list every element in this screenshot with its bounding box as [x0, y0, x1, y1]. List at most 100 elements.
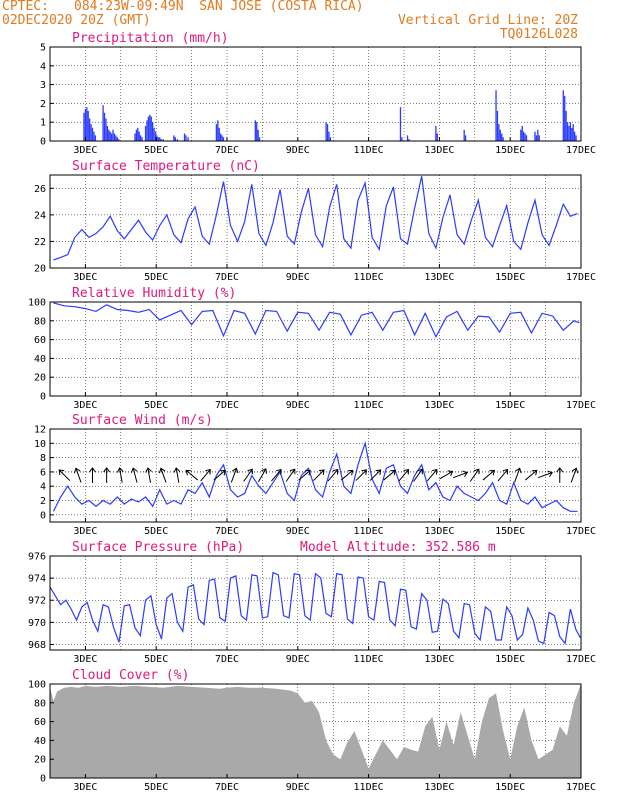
wind-arrow-head [375, 469, 382, 475]
x-tick-label: 15DEC [495, 526, 525, 537]
y-tick-label: 8 [40, 453, 46, 464]
x-tick-label: 9DEC [286, 654, 310, 665]
wind-arrow-head [232, 467, 239, 474]
wind-arrow [200, 468, 211, 482]
wind-arrow-head [318, 469, 325, 475]
wind-arrow-head [447, 470, 454, 477]
panel-title: Surface Temperature (nC) [72, 159, 260, 174]
precip-bar [329, 137, 332, 141]
wind-arrow [271, 468, 282, 482]
x-tick-label: 3DEC [73, 654, 97, 665]
wind-arrow-shaft [413, 468, 423, 482]
wind-arrow-head [205, 468, 211, 475]
precip-bar [523, 131, 525, 141]
precip-bar [86, 107, 88, 141]
y-tick-label: 0 [40, 392, 46, 403]
wind-arrow-shaft [355, 469, 367, 481]
x-tick-label: 7DEC [215, 145, 239, 156]
wind-arrow [524, 469, 538, 481]
wind-arrow [145, 467, 152, 483]
wind-arrow-head [515, 467, 522, 474]
wind-arrow [213, 469, 226, 481]
x-tick-label: 7DEC [215, 272, 239, 283]
precip-bar [135, 129, 138, 141]
wind-arrow [185, 469, 199, 481]
wind-arrow [58, 469, 71, 481]
x-tick-label: 5DEC [144, 782, 168, 793]
y-tick-label: 0 [40, 510, 46, 521]
precip-bar [535, 135, 538, 141]
precip-bar [102, 105, 104, 141]
wind-arrow-head [261, 468, 267, 474]
y-tick-label: 20 [34, 264, 46, 275]
x-tick-label: 13DEC [424, 272, 454, 283]
precip-bar [498, 124, 500, 141]
panel-6: 0 20 40 60 80 100 3DEC 5DEC 7DEC 9DEC 11DEC 13DEC 15… [28, 668, 596, 793]
x-tick-label: 11DEC [354, 526, 384, 537]
y-tick-label: 972 [28, 596, 46, 607]
panel-title: Surface Pressure (hPa) [72, 540, 244, 555]
wind-arrow-shaft [75, 468, 82, 483]
y-tick-label: 974 [28, 574, 46, 585]
panel-title: Surface Wind (m/s) [72, 413, 213, 428]
wind-arrow [570, 467, 579, 483]
wind-arrow-shaft [340, 470, 354, 481]
precip-bar [110, 133, 113, 141]
header-source: CPTEC: [2, 0, 49, 14]
precip-bar [524, 133, 526, 141]
precip-bar [521, 125, 523, 141]
y-tick-label: 2 [40, 496, 46, 507]
precip-bar [568, 125, 570, 141]
wind-arrow-shaft [313, 469, 325, 481]
y-tick-label: 3 [40, 80, 46, 91]
panel-3: 0 20 40 60 80 100 3DEC 5DEC 7DEC 9DEC 11DEC 13DEC 15… [28, 286, 596, 411]
wind-arrow-shaft [497, 469, 509, 482]
wind-arrow-shaft [185, 470, 199, 481]
wind-arrow-shaft [58, 469, 71, 481]
precip-bar [134, 133, 136, 141]
x-tick-label: 9DEC [286, 400, 310, 411]
wind-arrow-head [571, 467, 579, 474]
wind-arrow-head [305, 469, 311, 476]
precip-bar [499, 129, 501, 141]
y-tick-label: 20 [34, 755, 46, 766]
precip-bar [116, 137, 118, 141]
x-tick-label: 13DEC [424, 654, 454, 665]
x-tick-label: 7DEC [215, 400, 239, 411]
precip-bar [106, 125, 108, 141]
precip-bar [118, 139, 120, 141]
precip-bar [566, 122, 569, 141]
wind-arrow [469, 468, 480, 482]
wind-arrow [116, 467, 124, 483]
x-tick-label: 7DEC [215, 654, 239, 665]
wind-arrow-shaft [213, 470, 226, 481]
wind-arrow-head [547, 470, 553, 477]
x-tick-label: 3DEC [73, 782, 97, 793]
precip-bar [147, 116, 150, 141]
wind-arrow-head [289, 468, 296, 475]
wind-arrow-shaft [119, 467, 123, 483]
y-tick-label: 12 [34, 425, 46, 436]
wind-arrow [257, 468, 267, 483]
precip-bar [105, 118, 107, 141]
x-tick-label: 17DEC [566, 145, 596, 156]
precip-bar [435, 125, 437, 141]
plot-frame [49, 46, 582, 142]
wind-arrow [514, 467, 522, 483]
wind-arrow-head [347, 469, 354, 476]
x-tick-label: 15DEC [495, 145, 525, 156]
wind-arrow [398, 468, 410, 482]
precip-bar [157, 137, 159, 141]
wind-arrow-head [403, 468, 410, 475]
x-tick-label: 9DEC [286, 272, 310, 283]
x-tick-label: 17DEC [566, 400, 596, 411]
wind-arrow-head [73, 467, 81, 474]
wind-arrow-head [462, 470, 469, 477]
x-tick-label: 15DEC [495, 654, 525, 665]
x-tick-label: 11DEC [354, 654, 384, 665]
precip-bar [254, 120, 256, 141]
panel-annotation: Model Altitude: 352.586 m [300, 540, 496, 555]
wind-arrow-head [332, 468, 339, 475]
wind-arrow-shaft [160, 468, 167, 483]
precip-bar [162, 139, 164, 141]
